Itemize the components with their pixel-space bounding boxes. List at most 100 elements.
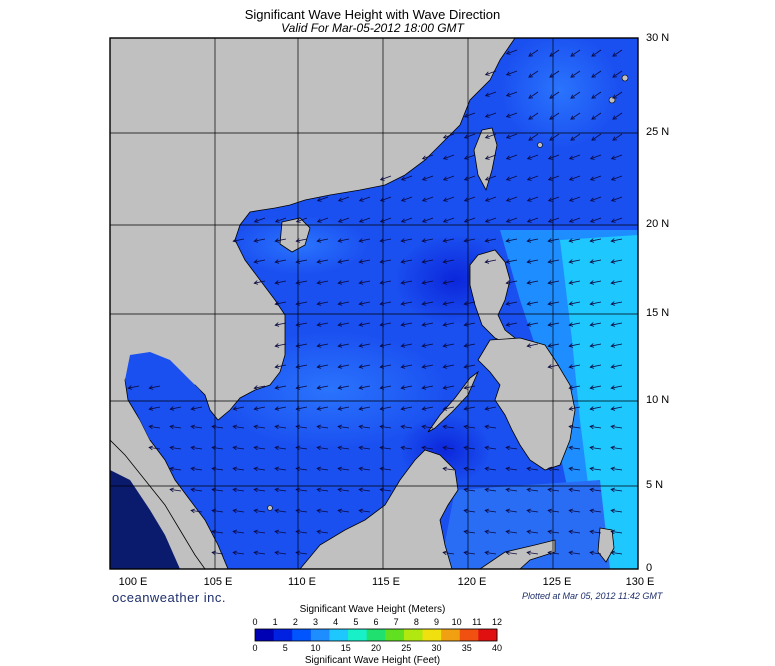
wave-arrow-head <box>484 550 490 556</box>
wave-arrow-head <box>549 94 554 99</box>
wave-arrow-head <box>484 445 490 451</box>
wave-arrow <box>254 238 266 242</box>
wave-arrow <box>590 530 602 534</box>
wave-arrow-head <box>442 259 448 264</box>
wave-arrow-head <box>591 73 596 78</box>
wave-arrow-head <box>295 487 301 493</box>
wave-arrow-head <box>295 322 301 327</box>
lon-label-100e: 100 E <box>118 576 148 588</box>
wave-arrow-head <box>400 343 406 348</box>
wave-arrow-head <box>610 364 616 369</box>
wave-arrow <box>611 385 623 389</box>
wave-arrow-head <box>379 424 385 430</box>
wave-arrow <box>611 175 623 181</box>
wave-arrow-head <box>400 364 406 369</box>
wave-arrow-head <box>589 280 595 285</box>
wave-arrow <box>506 322 518 326</box>
wave-arrow <box>380 385 392 389</box>
wave-arrow-head <box>589 259 595 264</box>
wave-arrow-head <box>316 385 322 390</box>
wave-arrow-head <box>463 445 469 451</box>
wave-arrow-head <box>589 406 595 411</box>
plotted-timestamp: Plotted at Mar 05, 2012 11:42 GMT <box>522 591 663 601</box>
wave-arrow <box>275 322 287 326</box>
wave-arrow <box>212 425 224 429</box>
wave-arrow-head <box>337 322 343 327</box>
wave-arrow-head <box>253 280 259 285</box>
wave-arrow-head <box>253 218 259 223</box>
wave-arrow-head <box>400 445 406 451</box>
wave-arrow-head <box>612 94 617 99</box>
wave-arrow-head <box>463 113 469 118</box>
wave-arrow <box>527 488 539 492</box>
wave-arrow <box>485 70 497 76</box>
wave-arrow <box>254 259 266 263</box>
wave-arrow-head <box>610 445 616 451</box>
wave-arrow <box>149 425 161 429</box>
wave-arrow-head <box>379 466 385 472</box>
wave-arrow <box>254 446 266 450</box>
wave-arrow <box>317 217 329 223</box>
wave-arrow-head <box>274 529 280 535</box>
wave-arrow-head <box>316 529 322 535</box>
wave-arrow <box>506 175 518 181</box>
wave-arrow-head <box>568 259 574 264</box>
wave-arrow <box>506 530 518 534</box>
wave-arrow <box>611 509 623 513</box>
wave-arrow <box>569 425 581 429</box>
wave-arrow <box>317 364 329 368</box>
wave-arrow <box>485 488 497 492</box>
wave-arrow <box>464 446 476 450</box>
wave-arrow <box>527 280 539 284</box>
wave-arrow-head <box>337 406 343 411</box>
wave-arrow <box>296 280 308 284</box>
wave-arrow <box>443 364 455 368</box>
colorbar-feet-tick: 40 <box>491 643 502 653</box>
wave-arrow-head <box>612 73 617 78</box>
wave-arrow-head <box>379 343 385 348</box>
wave-arrow-head <box>211 508 217 514</box>
wave-arrow <box>359 322 371 326</box>
wave-arrow-head <box>526 550 532 556</box>
wave-arrow-head <box>295 385 301 390</box>
wave-arrow-head <box>442 343 448 348</box>
colorbar-swatch <box>273 629 293 641</box>
wave-arrow-head <box>589 445 595 451</box>
wave-arrow <box>548 467 560 471</box>
wave-arrow <box>612 133 623 141</box>
wave-arrow-head <box>400 280 406 285</box>
colorbar-meter-tick: 11 <box>472 617 482 627</box>
wave-arrow <box>233 509 245 513</box>
wave-arrow <box>338 196 350 202</box>
lat-label-30n: 30 N <box>646 32 670 44</box>
wave-arrow <box>170 467 182 471</box>
sea-dark-andaman <box>110 470 180 569</box>
wave-arrow <box>317 385 329 389</box>
wave-arrow <box>317 259 329 263</box>
wave-arrow <box>296 343 308 347</box>
map-body <box>110 38 638 569</box>
chart-title: Significant Wave Height with Wave Direct… <box>244 7 501 22</box>
wave-arrow <box>464 217 476 223</box>
wave-arrow-head <box>190 508 196 514</box>
wave-arrow <box>485 238 497 242</box>
wave-arrow <box>569 467 581 471</box>
wave-arrow-head <box>274 364 280 369</box>
wave-arrow <box>401 446 413 450</box>
wave-arrow <box>254 509 266 513</box>
wave-arrow-head <box>442 301 448 306</box>
wave-arrow <box>401 238 413 242</box>
wave-arrow <box>548 259 560 263</box>
wave-arrow-head <box>337 218 343 223</box>
wave-arrow-head <box>568 406 574 411</box>
colorbar-title-meters: Significant Wave Height (Meters) <box>299 604 446 615</box>
wave-arrow-head <box>610 322 616 327</box>
wave-arrow <box>233 530 245 534</box>
wave-arrow-head <box>463 343 469 348</box>
wave-arrow-head <box>591 136 596 141</box>
wave-arrow <box>527 259 539 263</box>
wave-arrow-head <box>211 445 217 451</box>
wave-arrow <box>569 154 581 160</box>
wave-arrow-head <box>232 529 238 535</box>
wave-arrow <box>506 551 518 555</box>
